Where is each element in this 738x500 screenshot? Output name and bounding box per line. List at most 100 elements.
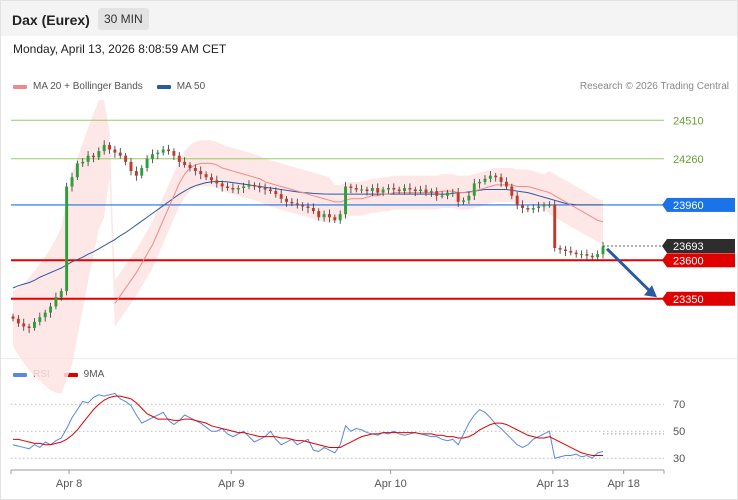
timestamp: Monday, April 13, 2026 8:08:59 AM CET [13, 42, 227, 56]
candle-body [27, 326, 31, 328]
rsi-series-rsi [12, 392, 604, 459]
candle-body [451, 192, 455, 194]
candle-body [274, 191, 278, 195]
candle-body [134, 171, 138, 176]
candle-body [403, 188, 407, 192]
candle-body [140, 168, 144, 176]
candle-body [86, 155, 90, 162]
research-credit: Research © 2026 Trading Central [579, 81, 729, 92]
candle-body [580, 254, 584, 256]
candle-body [247, 184, 251, 187]
candle-body [483, 178, 487, 182]
legend-label-ma50: MA 50 [176, 81, 206, 92]
candle-body [177, 155, 181, 162]
bollinger-band [13, 100, 603, 394]
candle-body [596, 254, 600, 258]
price-tag-bg-23960 [667, 197, 735, 212]
candle-body [38, 317, 42, 322]
legend-swatch-rsi [13, 372, 27, 377]
candle-body [472, 183, 476, 196]
candle-body [478, 181, 482, 184]
candle-body [445, 192, 449, 196]
price-tag-pointer-23350 [662, 291, 667, 306]
price-tag-24510: 24510 [673, 115, 704, 127]
candle-body [488, 175, 492, 179]
ma20-line [114, 162, 604, 304]
candle-body [231, 188, 235, 190]
candle-body [156, 152, 160, 155]
candle-body [542, 204, 546, 207]
candle-body [102, 144, 106, 152]
candle-body [97, 151, 101, 158]
x-tick-label-Apr 13: Apr 13 [537, 478, 569, 490]
candle-body [429, 191, 433, 193]
candle-body [43, 312, 47, 318]
candle-body [124, 155, 128, 162]
price-tag-23350: 23350 [673, 294, 704, 306]
candle-body [435, 191, 439, 196]
candle-body [365, 189, 369, 192]
projection-arrow [605, 247, 654, 295]
x-tick-label-Apr 18: Apr 18 [607, 478, 639, 490]
candle-body [494, 175, 498, 178]
candle-body [220, 183, 224, 187]
candle-body [521, 204, 525, 208]
projection-arrowhead [644, 285, 657, 298]
rsi-tick-label-50: 50 [673, 426, 685, 438]
candle-body [344, 186, 348, 215]
candle-body [279, 194, 283, 199]
candle-body [349, 186, 353, 188]
candle-body [183, 161, 187, 165]
price-tag-23960: 23960 [673, 200, 704, 212]
price-tag-24260: 24260 [673, 154, 704, 166]
candle-body [510, 186, 514, 196]
candle-body [338, 214, 342, 221]
candle-body [22, 323, 26, 327]
candle-body [467, 195, 471, 201]
legend-swatch-9ma [63, 372, 78, 377]
candle-body [531, 208, 535, 210]
candle-body [129, 161, 133, 172]
legend-label-ma20: MA 20 + Bollinger Bands [33, 81, 143, 92]
price-tag-23600: 23600 [673, 255, 704, 267]
candle-body [108, 144, 112, 150]
candle-body [574, 252, 578, 255]
candle-body [370, 188, 374, 192]
candle-body [226, 186, 230, 188]
candle-body [311, 208, 315, 212]
candle-body [295, 203, 299, 205]
candle-body [392, 188, 396, 190]
candle-body [263, 188, 267, 190]
candle-body [322, 214, 326, 218]
candle-body [204, 174, 208, 178]
candle-body [590, 255, 594, 258]
legend-swatch-ma50 [156, 84, 171, 89]
candle-body [424, 189, 428, 193]
candle-body [376, 188, 380, 193]
candle-body [585, 254, 589, 256]
candle-body [553, 204, 557, 248]
timeframe-badge[interactable]: 30 MIN [98, 8, 149, 30]
legend-swatch-ma20 [13, 84, 27, 89]
candle-body [188, 164, 192, 168]
candle-body [242, 186, 246, 188]
candle-body [397, 189, 401, 192]
candle-body [16, 318, 20, 324]
candle-body [558, 248, 562, 250]
candle-body [601, 246, 605, 255]
chart-header: Dax (Eurex) 30 MIN [1, 1, 737, 36]
candle-body [354, 188, 358, 190]
candle-body [456, 192, 460, 202]
x-tick-label-Apr 9: Apr 9 [218, 478, 244, 490]
ma50-line [12, 181, 603, 289]
candle-body [360, 189, 364, 191]
candle-body [499, 177, 503, 182]
candle-body [91, 155, 95, 158]
candle-body [317, 211, 321, 218]
candle-body [161, 149, 165, 153]
candle-body [526, 208, 530, 210]
candle-body [49, 306, 53, 313]
candle-body [301, 204, 305, 207]
x-tick-label-Apr 10: Apr 10 [374, 478, 406, 490]
